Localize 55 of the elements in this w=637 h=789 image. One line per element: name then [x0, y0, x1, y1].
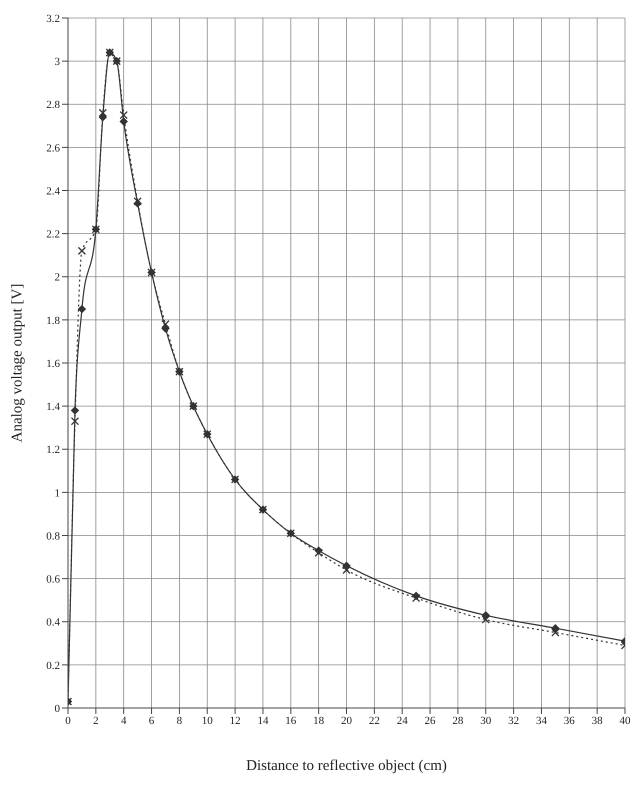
x-tick-label: 12: [230, 714, 241, 727]
y-tick-label: 2.2: [46, 228, 60, 241]
y-axis-title: Analog voltage output [V]: [9, 284, 26, 442]
point: [120, 118, 128, 126]
x-tick-label: 16: [285, 714, 297, 727]
x-tick-label: 0: [65, 714, 72, 727]
point: [342, 566, 351, 574]
y-tick-label: 0.8: [46, 530, 60, 542]
point: [70, 406, 79, 414]
y-tick-label: 1.6: [46, 358, 60, 370]
x-tick-label: 18: [313, 714, 325, 727]
y-tick-label: 0.2: [46, 660, 60, 672]
y-tick-label: 0.4: [46, 616, 60, 629]
x-tick-label: 26: [424, 714, 436, 727]
point: [342, 562, 350, 570]
y-tick-label: 1.4: [46, 401, 60, 414]
x-tick-label: 10: [202, 714, 214, 727]
point: [78, 305, 86, 314]
x-tick-label: 40: [620, 714, 631, 727]
point: [78, 246, 86, 256]
x-tick-label: 38: [592, 714, 604, 727]
point: [314, 548, 323, 557]
x-tick-label: 14: [257, 714, 269, 727]
x-tick-label: 20: [341, 714, 352, 727]
point: [98, 113, 107, 122]
y-tick-label: 2.4: [46, 185, 60, 198]
x-tick-label: 32: [508, 714, 520, 727]
point: [482, 615, 490, 624]
point: [98, 108, 107, 118]
y-tick-label: 0.6: [46, 574, 60, 586]
point: [133, 197, 142, 206]
point: [70, 417, 80, 426]
x-tick-label: 4: [120, 714, 127, 727]
x-tick-label: 2: [93, 714, 99, 727]
y-tick-label: 2.8: [46, 99, 60, 112]
y-tick-label: 1: [54, 487, 60, 500]
y-tick-label: 2.6: [46, 142, 60, 154]
y-tick-label: 3.2: [46, 12, 60, 25]
y-tick-label: 0: [54, 702, 60, 715]
y-tick-label: 1.2: [46, 444, 60, 456]
x-tick-label: 6: [148, 714, 155, 727]
point: [120, 110, 128, 120]
y-tick-label: 2: [54, 272, 60, 284]
y-tick-label: 1.8: [46, 314, 60, 327]
x-tick-label: 30: [480, 714, 492, 727]
x-tick-label: 34: [536, 714, 548, 727]
x-axis-title: Distance to reflective object (cm): [246, 758, 447, 774]
x-tick-label: 8: [176, 714, 183, 727]
x-tick-label: 28: [452, 714, 464, 727]
x-tick-label: 36: [564, 714, 576, 727]
y-tick-label: 3: [54, 56, 60, 68]
point: [161, 320, 170, 328]
point: [551, 628, 560, 637]
x-tick-label: 24: [396, 714, 408, 727]
x-tick-label: 22: [368, 714, 380, 727]
